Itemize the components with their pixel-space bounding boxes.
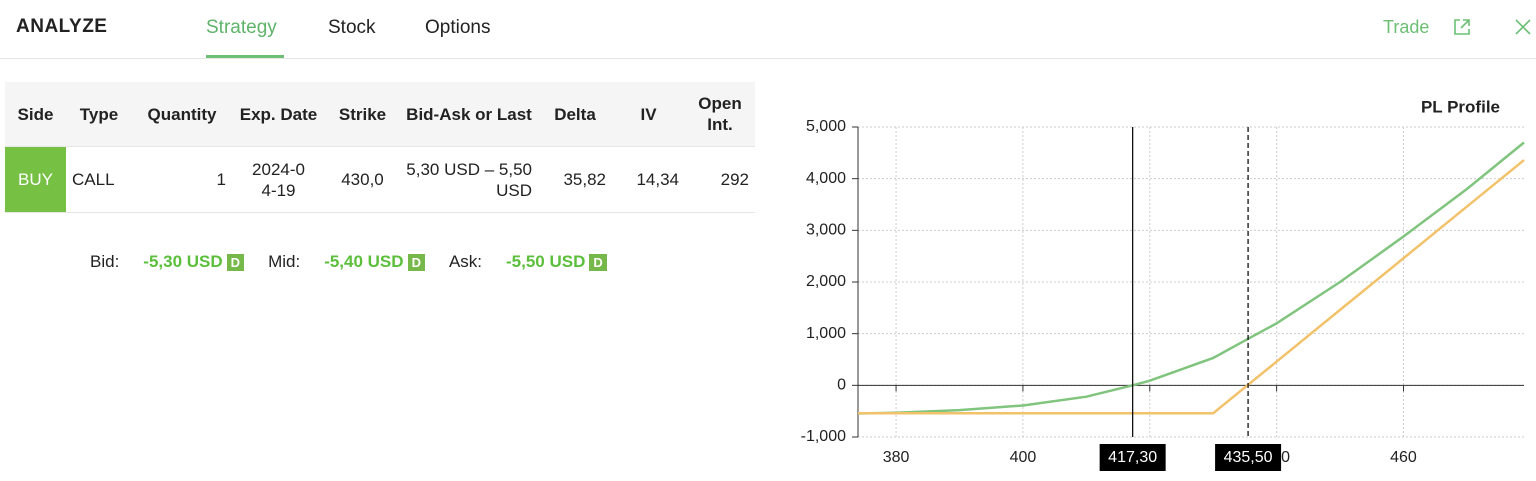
price-summary: Bid: -5,30 USD D Mid: -5,40 USD D Ask: -… xyxy=(90,252,631,272)
cell: CALL xyxy=(66,146,132,213)
pl-line xyxy=(857,141,1525,415)
col-header: IV xyxy=(612,82,685,147)
cell: 1 xyxy=(132,146,232,213)
x-tick-label: 400 xyxy=(1010,449,1037,466)
cell: 5,30 USD – 5,50 USD xyxy=(400,146,538,213)
badge: D xyxy=(589,253,607,271)
y-tick-label: 2,000 xyxy=(806,273,846,290)
y-tick-label: 1,000 xyxy=(806,325,846,342)
ask-value: -5,50 USD xyxy=(506,252,586,271)
mid-label: Mid: xyxy=(268,252,301,271)
cell: 430,0 xyxy=(325,146,400,213)
tab[interactable]: Strategy xyxy=(206,17,277,38)
bid-label: Bid: xyxy=(90,252,120,271)
col-header: Side xyxy=(5,82,66,147)
y-tick-label: -1,000 xyxy=(801,428,846,445)
tab[interactable]: Stock xyxy=(328,17,376,38)
y-tick-label: 3,000 xyxy=(806,222,846,239)
chart-title: PL Profile xyxy=(1421,97,1500,116)
tab-underline xyxy=(206,55,284,58)
col-header: Delta xyxy=(538,82,612,147)
marker-label: 417,30 xyxy=(1108,449,1157,466)
col-header: Type xyxy=(66,82,132,147)
bid-value: -5,30 USD xyxy=(143,252,223,271)
y-tick-label: 5,000 xyxy=(806,118,846,135)
col-header: Strike xyxy=(325,82,400,147)
ask-label: Ask: xyxy=(448,252,483,271)
mid-value: -5,40 USD xyxy=(324,252,404,271)
tab[interactable]: Options xyxy=(425,17,491,38)
cell: 292 xyxy=(685,146,755,213)
trade-link[interactable]: Trade xyxy=(1383,17,1430,37)
close-icon[interactable] xyxy=(1514,18,1532,36)
col-header: Bid-Ask or Last xyxy=(400,82,538,147)
x-tick-label: 380 xyxy=(883,449,910,466)
x-tick-label: 460 xyxy=(1390,449,1417,466)
marker-label-bg xyxy=(1215,444,1282,471)
y-tick-label: 4,000 xyxy=(806,170,846,187)
marker-label: 435,50 xyxy=(1224,449,1273,466)
cell: 35,82 xyxy=(538,146,612,213)
col-header: Exp. Date xyxy=(232,82,325,147)
badge: D xyxy=(226,253,245,271)
y-tick-label: 0 xyxy=(837,377,846,394)
header: ANALYZE Strategy Stock Options Trade xyxy=(0,0,1536,59)
cell: 14,34 xyxy=(612,146,685,213)
cell: BUY xyxy=(5,146,66,213)
pl-chart: PL Profile -1,000 0 1,000 2,000 3,000 4,000 5,… xyxy=(801,97,1525,471)
col-header: Open Int. xyxy=(685,82,755,147)
cell: 2024-04-19 xyxy=(232,146,325,213)
marker-label-bg xyxy=(1099,444,1166,471)
col-header: Quantity xyxy=(132,82,232,147)
app-title: ANALYZE xyxy=(16,16,108,37)
pl-line xyxy=(858,159,1525,415)
legs-table: Side Type Quantity Exp. Date Strike Bid-… xyxy=(5,82,755,213)
badge: D xyxy=(407,253,425,271)
external-icon[interactable] xyxy=(1452,17,1472,37)
